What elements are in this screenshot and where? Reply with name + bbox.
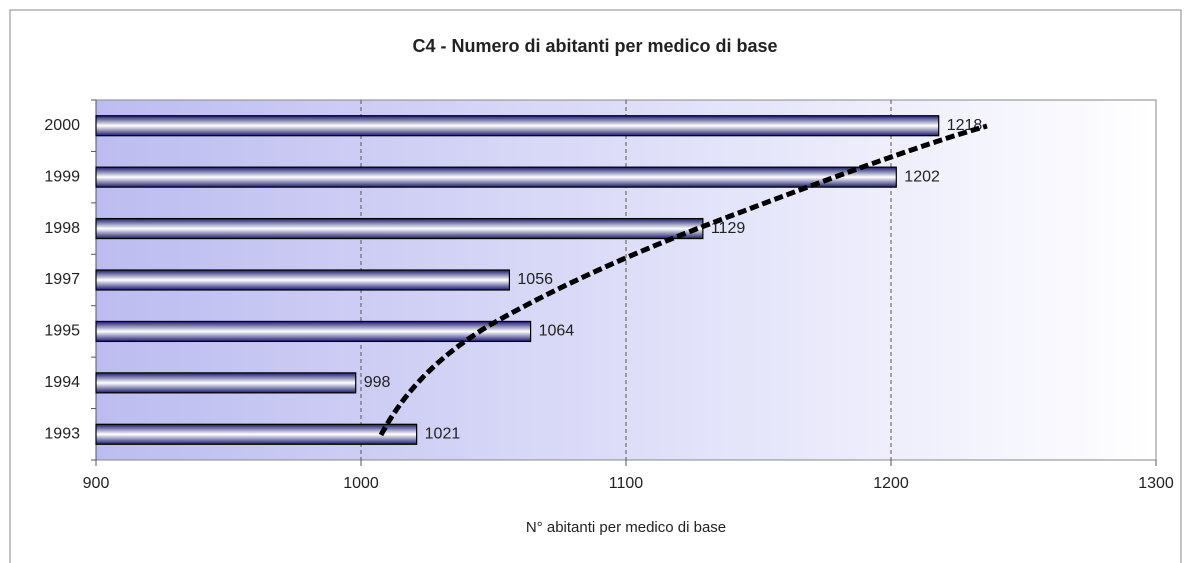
value-label: 1129 [711, 220, 746, 237]
x-tick-label: 1100 [609, 475, 644, 492]
x-tick-label: 900 [83, 475, 110, 492]
x-tick-label: 1200 [873, 475, 909, 492]
bar [95, 217, 704, 240]
y-tick-label: 1998 [44, 220, 80, 237]
bar [95, 320, 532, 343]
chart-title: C4 - Numero di abitanti per medico di ba… [412, 36, 777, 56]
y-tick-label: 1997 [44, 271, 80, 288]
value-label: 998 [364, 374, 391, 391]
y-tick-label: 1993 [44, 426, 80, 443]
x-tick-label: 1000 [343, 475, 379, 492]
value-label: 1056 [517, 271, 553, 288]
bar [95, 115, 940, 137]
y-tick-label: 1994 [44, 374, 80, 391]
x-axis-label: N° abitanti per medico di base [526, 519, 726, 536]
y-tick-label: 1995 [44, 323, 80, 340]
x-tick-label: 1300 [1138, 475, 1174, 492]
bar [95, 269, 510, 291]
value-label: 1202 [904, 168, 940, 185]
y-tick-label: 1999 [44, 168, 80, 185]
value-label: 1064 [539, 323, 575, 340]
bar [95, 372, 357, 394]
frame [9, 9, 1182, 563]
value-label: 1021 [425, 426, 461, 443]
bar [95, 166, 897, 188]
bar [95, 423, 418, 445]
y-tick-label: 2000 [44, 117, 80, 134]
trendline [378, 123, 988, 437]
